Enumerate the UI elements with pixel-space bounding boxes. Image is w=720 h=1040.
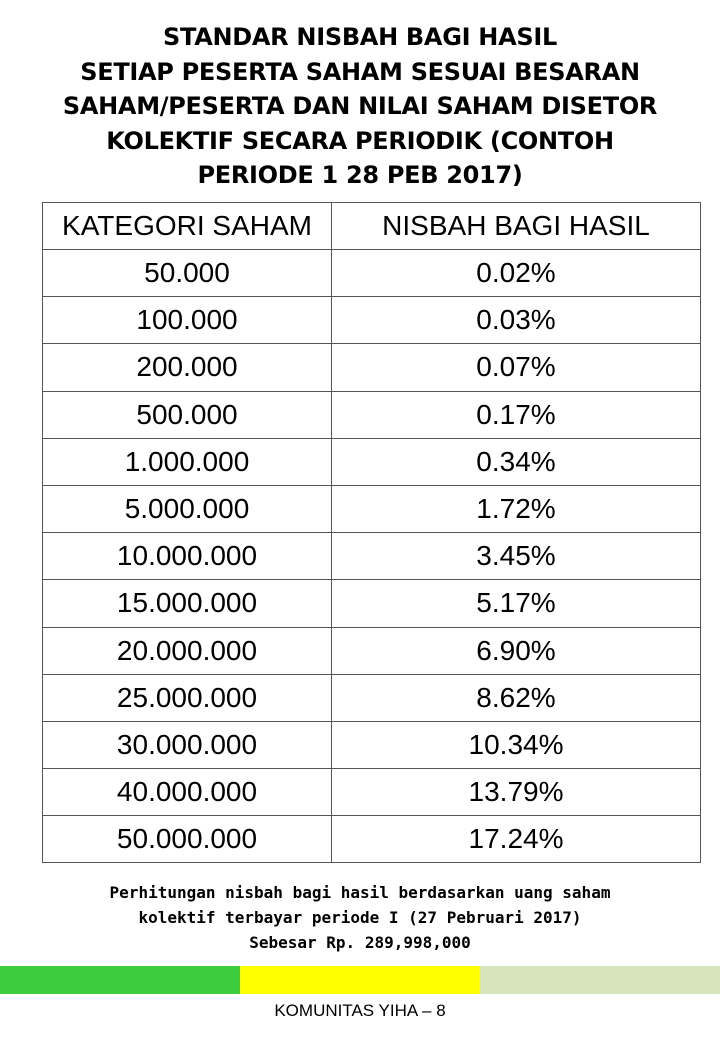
title-line-3: SAHAM/PESERTA DAN NILAI SAHAM DISETOR [62, 92, 658, 120]
kategori-saham-cell: 50.000 [42, 248, 332, 298]
nisbah-table: KATEGORI SAHAM NISBAH BAGI HASIL 50.000 0… [42, 202, 701, 864]
title-line-1: STANDAR NISBAH BAGI HASIL [163, 23, 557, 51]
nisbah-cell: 0.17% [331, 390, 701, 439]
kategori-saham-cell: 30.000.000 [42, 720, 332, 770]
table-header-row: KATEGORI SAHAM NISBAH BAGI HASIL [42, 202, 701, 250]
nisbah-cell: 17.24% [331, 815, 701, 864]
kategori-saham-cell: 15.000.000 [42, 579, 332, 628]
kategori-saham-cell: 500.000 [42, 390, 332, 439]
color-bar [0, 966, 720, 994]
table-row: 200.000 0.07% [42, 343, 701, 392]
nisbah-cell: 5.17% [331, 579, 701, 628]
nisbah-cell: 1.72% [331, 484, 701, 534]
kategori-saham-cell: 1.000.000 [42, 437, 332, 486]
note-line-2: kolektif terbayar periode I (27 Pebruari… [138, 908, 582, 927]
kategori-saham-cell: 50.000.000 [42, 815, 332, 864]
kategori-saham-cell: 10.000.000 [42, 532, 332, 581]
nisbah-cell: 0.34% [331, 437, 701, 486]
title-line-2: SETIAP PESERTA SAHAM SESUAI BESARAN [80, 57, 640, 86]
nisbah-cell: 0.02% [331, 248, 701, 298]
calculation-note: Perhitungan nisbah bagi hasil berdasarka… [30, 880, 690, 955]
kategori-saham-cell: 100.000 [42, 296, 332, 345]
note-line-3: Sebesar Rp. 289,998,000 [249, 933, 471, 952]
nisbah-cell: 3.45% [331, 532, 701, 581]
table-row: 30.000.000 10.34% [42, 720, 701, 770]
table-row: 100.000 0.03% [42, 296, 701, 345]
page-title: STANDAR NISBAH BAGI HASIL SETIAP PESERTA… [20, 20, 700, 193]
color-bar-green [0, 966, 240, 994]
table-row: 1.000.000 0.34% [42, 437, 701, 486]
table-row: 10.000.000 3.45% [42, 532, 701, 581]
nisbah-cell: 0.03% [331, 296, 701, 345]
table-row: 50.000.000 17.24% [42, 815, 701, 864]
nisbah-cell: 0.07% [331, 343, 701, 392]
table-row: 40.000.000 13.79% [42, 768, 701, 817]
table-row: 15.000.000 5.17% [42, 579, 701, 628]
nisbah-cell: 13.79% [331, 768, 701, 817]
title-line-4: KOLEKTIF SECARA PERIODIK (CONTOH [106, 126, 614, 155]
table-row: 5.000.000 1.72% [42, 484, 701, 534]
color-bar-light-green [480, 966, 720, 994]
nisbah-cell: 8.62% [331, 673, 701, 722]
table-body: 50.000 0.02% 100.000 0.03% 200.000 0.07% 500.0… [42, 248, 701, 864]
nisbah-cell: 6.90% [331, 626, 701, 675]
kategori-saham-cell: 200.000 [42, 343, 332, 392]
header-nisbah-bagi-hasil: NISBAH BAGI HASIL [331, 202, 701, 250]
title-line-5: PERIODE 1 28 PEB 2017) [197, 161, 523, 189]
kategori-saham-cell: 25.000.000 [42, 673, 332, 722]
kategori-saham-cell: 5.000.000 [42, 484, 332, 534]
kategori-saham-cell: 20.000.000 [42, 626, 332, 675]
header-kategori-saham: KATEGORI SAHAM [42, 202, 332, 250]
footer-text: KOMUNITAS YIHA – 8 [274, 1001, 446, 1020]
color-bar-yellow [240, 966, 480, 994]
note-line-1: Perhitungan nisbah bagi hasil berdasarka… [109, 883, 611, 902]
table-row: 20.000.000 6.90% [42, 626, 701, 675]
nisbah-cell: 10.34% [331, 720, 701, 770]
table-row: 50.000 0.02% [42, 248, 701, 298]
table-row: 25.000.000 8.62% [42, 673, 701, 722]
table-row: 500.000 0.17% [42, 390, 701, 439]
kategori-saham-cell: 40.000.000 [42, 768, 332, 817]
